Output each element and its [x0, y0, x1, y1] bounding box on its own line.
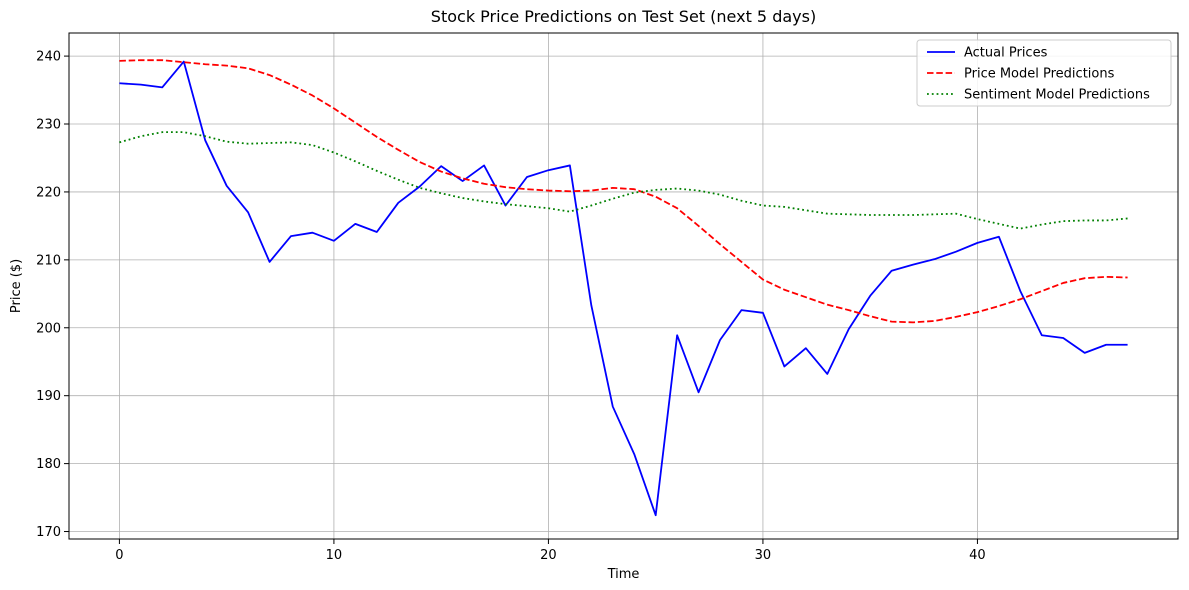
grid	[69, 33, 1178, 539]
y-axis-label: Price ($)	[9, 259, 24, 313]
series-line-2	[119, 59, 1128, 324]
y-tick-label: 240	[36, 50, 61, 65]
chart-title: Stock Price Predictions on Test Set (nex…	[431, 7, 816, 26]
legend-box	[916, 39, 1172, 107]
y-tick-label: 190	[36, 389, 61, 404]
plot-frame	[68, 32, 1179, 540]
y-tick-label: 220	[36, 185, 61, 200]
legend-label: Price Model Predictions	[964, 67, 1115, 82]
x-tick-label: 0	[115, 548, 123, 563]
y-tick-label: 200	[36, 321, 61, 336]
x-tick-label: 40	[969, 548, 986, 563]
y-tick-label: 230	[36, 118, 61, 133]
series-line-1	[119, 60, 1128, 517]
series-layer	[119, 59, 1128, 517]
legend: Actual Prices Price Model Predictions Sent…	[916, 39, 1172, 107]
x-tick-label: 20	[540, 548, 557, 563]
y-tick-label: 210	[36, 253, 61, 268]
y-axis-ticks: 170 180 190 200 210 220 230 240	[36, 50, 69, 540]
y-tick-label: 180	[36, 457, 61, 472]
legend-label: Actual Prices	[964, 46, 1048, 61]
legend-label: Sentiment Model Predictions	[964, 88, 1150, 103]
y-tick-label: 170	[36, 525, 61, 540]
x-axis-ticks: 0 10 20 30 40	[115, 539, 986, 563]
x-tick-label: 30	[755, 548, 772, 563]
x-tick-label: 10	[326, 548, 343, 563]
x-axis-label: Time	[607, 567, 640, 582]
series-line-3	[119, 131, 1128, 230]
